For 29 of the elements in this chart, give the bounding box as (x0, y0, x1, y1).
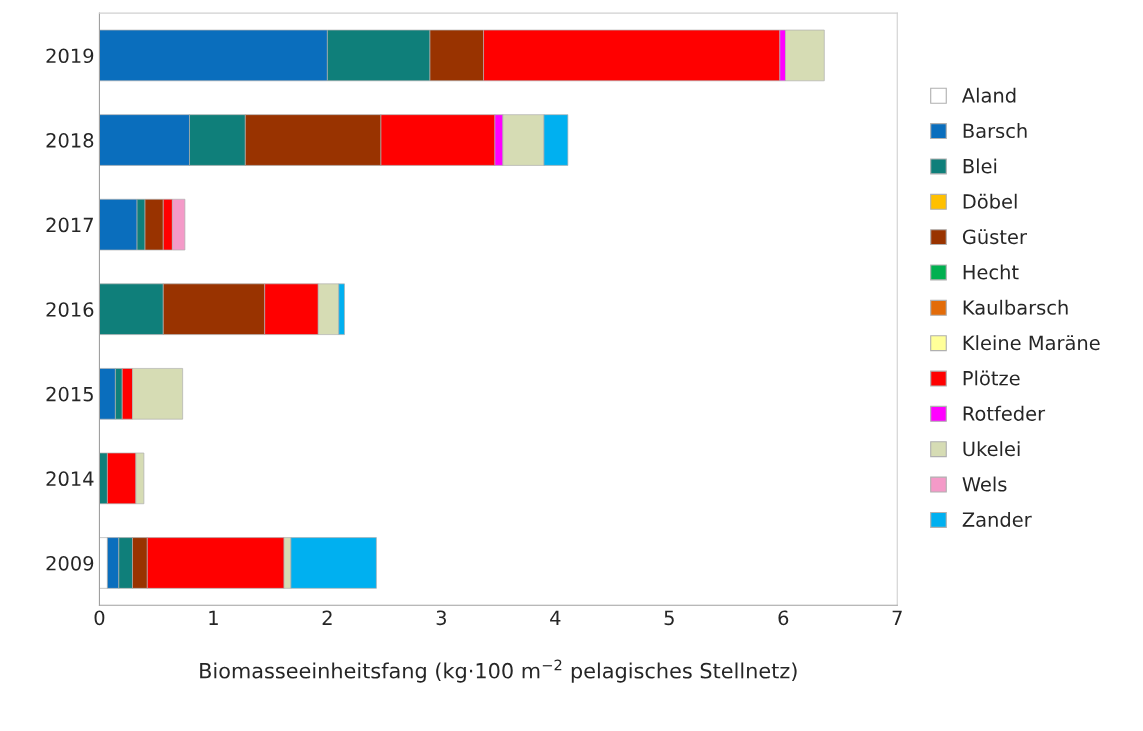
x-tick-label: 5 (664, 610, 674, 626)
legend-label: Kleine Maräne (963, 335, 1100, 351)
x-tick-label: 4 (550, 610, 561, 625)
legend-label: Plötze (963, 370, 1020, 386)
y-tick-label: 2016 (46, 302, 94, 317)
legend-label: Aland (961, 87, 1016, 103)
y-tick-label: 2019 (46, 48, 94, 64)
legend-label: Zander (962, 511, 1032, 527)
y-tick-label: 2015 (46, 386, 93, 402)
x-tick-label: 0 (94, 610, 105, 626)
y-tick-label: 2018 (46, 132, 94, 148)
x-tick-label: 1 (209, 610, 218, 625)
legend-label: Wels (962, 476, 1007, 492)
y-tick-label: 2014 (46, 471, 94, 487)
x-axis-title: Biomasseeinheitsfang (kg·100 m$^{−2}$ pelagisches Stellnetz) (200, 659, 797, 683)
legend-label: Ukelei (963, 441, 1020, 457)
y-tick-label: 2017 (46, 217, 93, 233)
legend-label: Güster (962, 229, 1027, 245)
x-tick-label: 6 (778, 610, 789, 626)
legend-label: Hecht (963, 264, 1019, 280)
legend-label: Rotfeder (963, 405, 1046, 421)
x-tick-label: 3 (436, 610, 446, 626)
legend-label: Barsch (963, 123, 1027, 139)
y-tick-label: 2009 (46, 555, 94, 571)
x-tick-label: 7 (892, 610, 902, 625)
x-tick-label: 2 (322, 610, 332, 625)
legend-label: Kaulbarsch (963, 299, 1068, 315)
legend-label: Döbel (963, 193, 1017, 209)
legend-label: Blei (963, 158, 997, 174)
